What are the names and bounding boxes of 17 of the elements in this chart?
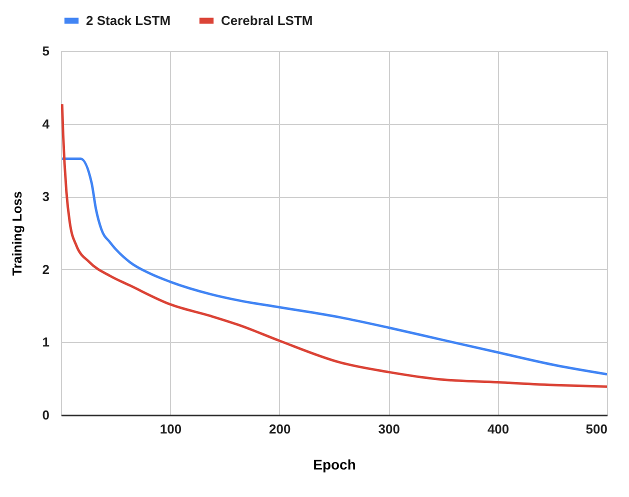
legend-label: Cerebral LSTM (221, 12, 313, 28)
y-tick-label: 1 (42, 334, 50, 350)
y-axis-title: Training Loss (9, 191, 24, 276)
x-tick-label: 500 (586, 422, 608, 436)
line-series (61, 157, 607, 376)
y-tick-label: 2 (42, 262, 50, 277)
y-tick-label: 0 (42, 408, 50, 422)
y-tick-label: 5 (42, 44, 50, 58)
x-tick-label: 200 (269, 422, 291, 436)
x-tick-label: 400 (487, 422, 510, 436)
y-tick-label: 4 (42, 116, 50, 132)
line-series (61, 102, 607, 388)
x-axis-title: Epoch (313, 456, 356, 472)
x-tick-label: 300 (378, 422, 400, 436)
legend-label: 2 Stack LSTM (86, 12, 171, 28)
x-tick-label: 100 (160, 422, 182, 436)
y-tick-label: 3 (42, 189, 50, 204)
